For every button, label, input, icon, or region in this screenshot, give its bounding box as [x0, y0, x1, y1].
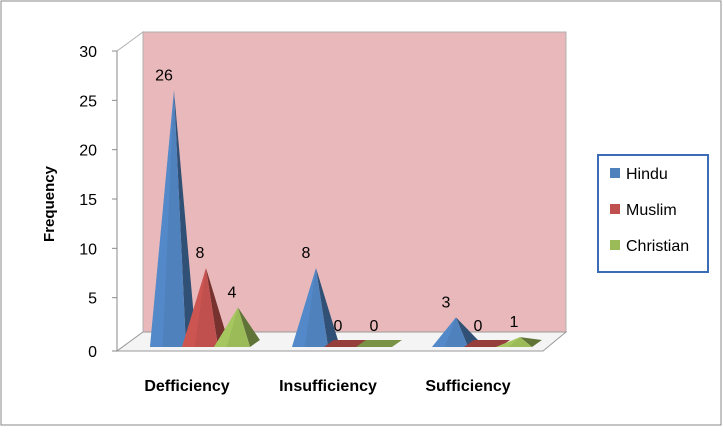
y-tick-label: 0	[88, 344, 97, 361]
x-category-label: Defficiency	[144, 378, 229, 395]
y-tick-label: 10	[79, 241, 97, 258]
y-tick-label: 25	[79, 93, 97, 110]
legend-swatch-christian	[610, 240, 620, 250]
bar-zero-slab	[324, 340, 370, 347]
legend-label-hindu: Hindu	[626, 166, 668, 183]
bar-side-face	[520, 337, 542, 347]
data-label-hindu-insufficiency: 8	[302, 245, 311, 262]
data-label-muslim-insufficiency: 0	[334, 318, 343, 335]
x-category-label: Sufficiency	[425, 378, 510, 395]
bar-side-face	[238, 307, 260, 347]
y-tick-label: 5	[88, 291, 97, 308]
bar-christian-insufficiency	[356, 340, 402, 347]
bar-side-face	[206, 268, 228, 347]
bar-hindu-defficiency	[150, 90, 196, 347]
x-category-label: Insufficiency	[279, 378, 377, 395]
bar-highlight	[496, 337, 520, 347]
bar-highlight	[150, 90, 174, 347]
y-axis: 0 5 10 15 20 25 30	[79, 44, 118, 361]
bar-highlight	[214, 307, 238, 347]
y-tick-label: 30	[79, 44, 97, 61]
bar-highlight	[182, 268, 206, 347]
y-tick-label: 20	[79, 143, 97, 160]
legend-swatch-muslim	[610, 204, 620, 214]
bars-group	[150, 90, 542, 347]
bar-side-face	[174, 90, 196, 347]
data-label-muslim-sufficiency: 0	[474, 318, 483, 335]
bar-zero-slab	[356, 340, 402, 347]
data-label-hindu-defficiency: 26	[155, 67, 173, 84]
data-label-christian-defficiency: 4	[228, 285, 237, 302]
legend-label-christian: Christian	[626, 238, 689, 255]
bar-muslim-sufficiency	[464, 340, 510, 347]
y-axis-title: Frequency	[41, 165, 58, 242]
y-tick-label: 15	[79, 192, 97, 209]
bar-christian-defficiency	[214, 307, 260, 347]
legend: Hindu Muslim Christian	[597, 154, 709, 273]
data-label-christian-insufficiency: 0	[370, 318, 379, 335]
data-label-muslim-defficiency: 8	[196, 245, 205, 262]
bar-highlight	[292, 268, 316, 347]
legend-swatch-hindu	[610, 168, 620, 178]
bar-muslim-insufficiency	[324, 340, 370, 347]
bar-side-face	[456, 317, 478, 347]
legend-label-muslim: Muslim	[626, 202, 677, 219]
bar-hindu-insufficiency	[292, 268, 338, 347]
data-labels-group: 26 8 4 8 0 0 3 0 1	[155, 67, 518, 335]
bar-hindu-sufficiency	[432, 317, 478, 347]
data-label-christian-sufficiency: 1	[510, 314, 519, 331]
bar-highlight	[432, 317, 456, 347]
x-axis: Defficiency Insufficiency Sufficiency	[144, 378, 510, 395]
bar-zero-slab	[464, 340, 510, 347]
bar-christian-sufficiency	[496, 337, 542, 347]
data-label-hindu-sufficiency: 3	[442, 294, 451, 311]
bar-side-face	[316, 268, 338, 347]
bar-muslim-defficiency	[182, 268, 228, 347]
